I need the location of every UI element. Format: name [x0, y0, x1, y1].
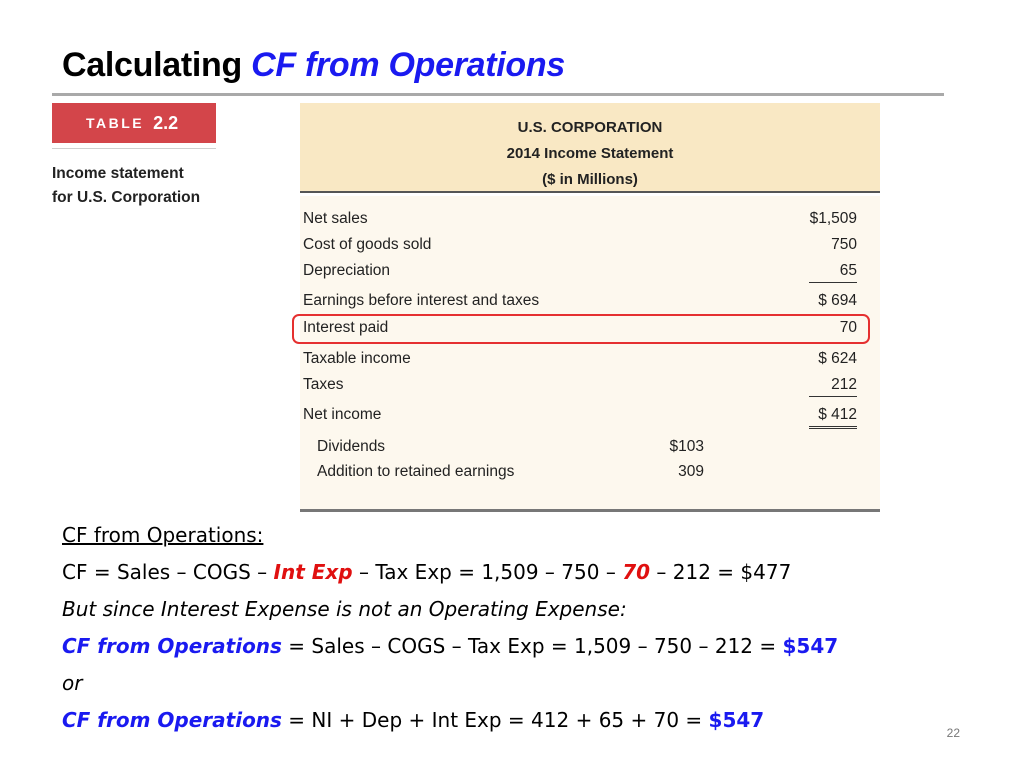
- row-label: Cost of goods sold: [303, 236, 432, 253]
- row-value: 70: [839, 319, 857, 336]
- cfo-result: $547: [708, 708, 765, 732]
- cf-line-1-c: – Tax Exp = 1,509 – 750 –: [352, 560, 623, 584]
- cf-line-3: CF from Operations = Sales – COGS – Tax …: [62, 628, 838, 665]
- cf-line-1-a: CF = Sales – COGS –: [62, 560, 274, 584]
- cf-heading: CF from Operations:: [62, 523, 264, 547]
- row-retained-earnings: Addition to retained earnings 309: [300, 461, 880, 483]
- row-label: Interest paid: [303, 319, 389, 336]
- row-label: Net income: [303, 406, 382, 423]
- cf-line-3-b: = Sales – COGS – Tax Exp = 1,509 – 750 –…: [281, 634, 783, 658]
- badge-divider: [52, 148, 216, 149]
- row-label: Taxes: [303, 376, 344, 393]
- row-net-income: Net income $ 412: [300, 404, 880, 429]
- interest-value: 70: [622, 560, 651, 584]
- row-cogs: Cost of goods sold 750: [300, 234, 880, 256]
- row-label: Dividends: [317, 438, 386, 455]
- int-exp-term: Int Exp: [273, 560, 353, 584]
- interest-paid-highlight: [292, 314, 870, 344]
- caption-line-2: for U.S. Corporation: [52, 189, 201, 206]
- row-value: $ 694: [818, 292, 857, 309]
- row-value: 309: [678, 463, 704, 480]
- title-accent: CF from Operations: [251, 46, 565, 84]
- statement-company: U.S. CORPORATION: [517, 119, 663, 136]
- slide-title: Calculating CF from Operations: [62, 46, 565, 85]
- table-badge-number: 2.2: [153, 112, 179, 133]
- page-number: 22: [946, 726, 960, 740]
- row-taxable-income: Taxable income $ 624: [300, 348, 880, 370]
- statement-units: ($ in Millions): [542, 171, 638, 188]
- cf-line-5: CF from Operations = NI + Dep + Int Exp …: [62, 702, 838, 739]
- table-badge-label: TABLE: [86, 115, 145, 131]
- statement-period: 2014 Income Statement: [506, 145, 674, 162]
- cf-line-4: or: [62, 671, 83, 695]
- title-prefix: Calculating: [62, 46, 242, 84]
- caption-line-1: Income statement: [52, 165, 184, 182]
- cfo-term: CF from Operations: [62, 634, 282, 658]
- row-depreciation: Depreciation 65: [300, 260, 880, 283]
- table-badge: TABLE 2.2: [52, 103, 216, 143]
- statement-header: U.S. CORPORATION 2014 Income Statement (…: [300, 103, 880, 193]
- row-value: $ 624: [818, 350, 857, 367]
- row-label: Earnings before interest and taxes: [303, 292, 540, 309]
- table-caption: Income statement for U.S. Corporation: [52, 162, 227, 210]
- cf-line-2: But since Interest Expense is not an Ope…: [62, 597, 627, 621]
- cfo-term: CF from Operations: [62, 708, 282, 732]
- income-statement: Net sales $1,509 Cost of goods sold 750 …: [300, 196, 880, 512]
- row-value: 750: [831, 236, 857, 253]
- cf-line-1: CF = Sales – COGS – Int Exp – Tax Exp = …: [62, 554, 838, 591]
- cf-explanation: CF from Operations: CF = Sales – COGS – …: [62, 517, 838, 739]
- row-label: Net sales: [303, 210, 368, 227]
- row-net-sales: Net sales $1,509: [300, 208, 880, 230]
- row-label: Taxable income: [303, 350, 411, 367]
- cf-line-1-e: – 212 = $477: [650, 560, 792, 584]
- cf-line-5-b: = NI + Dep + Int Exp = 412 + 65 + 70 =: [281, 708, 709, 732]
- row-value: $1,509: [809, 210, 857, 227]
- row-dividends: Dividends $103: [300, 436, 880, 458]
- row-ebit: Earnings before interest and taxes $ 694: [300, 290, 880, 312]
- row-value: 212: [809, 374, 857, 397]
- row-value: $103: [669, 438, 704, 455]
- row-taxes: Taxes 212: [300, 374, 880, 397]
- title-divider: [52, 93, 944, 96]
- cfo-result: $547: [782, 634, 839, 658]
- row-value: $ 412: [809, 404, 857, 429]
- row-label: Depreciation: [303, 262, 391, 279]
- row-label: Addition to retained earnings: [317, 463, 515, 480]
- row-value: 65: [809, 260, 857, 283]
- row-interest-paid: Interest paid 70: [300, 317, 880, 339]
